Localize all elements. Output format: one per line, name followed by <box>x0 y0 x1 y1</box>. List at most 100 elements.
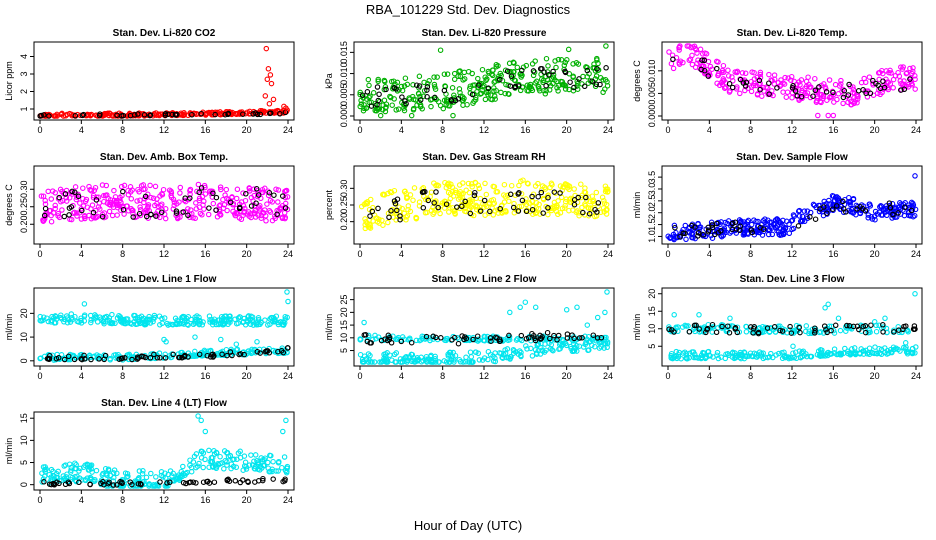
x-tick-label: 8 <box>748 125 753 135</box>
data-point <box>482 180 488 187</box>
accent-point <box>153 213 159 219</box>
data-point <box>382 108 389 115</box>
data-point <box>510 346 517 353</box>
accent-point <box>701 67 708 74</box>
data-point <box>458 191 465 197</box>
data-point <box>564 57 570 63</box>
data-point <box>200 464 206 471</box>
accent-point <box>433 334 439 341</box>
data-point <box>800 348 807 354</box>
data-point <box>703 51 710 57</box>
x-tick-label: 16 <box>828 125 838 135</box>
accent-point <box>193 480 199 486</box>
y-tick-label: 10 <box>19 332 29 342</box>
data-point <box>599 194 606 201</box>
data-point <box>585 333 592 340</box>
accent-point <box>912 326 918 332</box>
accent-point <box>41 212 48 219</box>
panel-8: Stan. Dev. Line 2 Flow 0 4 8 12 16 20 24 5 10 15 20… <box>324 274 615 381</box>
accent-point <box>127 112 134 119</box>
data-point <box>831 346 838 352</box>
data-point <box>514 64 521 71</box>
data-point <box>748 88 755 95</box>
data-point <box>451 70 458 77</box>
data-point <box>543 87 549 94</box>
accent-point <box>844 322 850 329</box>
data-point <box>874 350 880 357</box>
data-point <box>265 66 272 72</box>
panel-3: Stan. Dev. Li-820 Temp.0 4 8 12 16 20 240.0000… <box>632 28 923 135</box>
data-point <box>188 207 194 213</box>
accent-point <box>114 482 120 488</box>
accent-point <box>705 224 711 231</box>
data-point <box>377 359 383 365</box>
data-point <box>58 316 65 322</box>
data-point <box>72 184 79 190</box>
accent-point <box>525 335 532 341</box>
accent-point <box>361 332 368 338</box>
accent-point <box>137 480 144 487</box>
data-point <box>484 76 490 82</box>
data-point <box>259 189 265 196</box>
accent-point <box>376 91 382 98</box>
data-point <box>80 185 86 191</box>
data-point <box>219 348 226 355</box>
accent-point <box>263 348 270 354</box>
data-point <box>94 194 100 201</box>
accent-point <box>154 355 161 361</box>
data-point <box>220 196 226 203</box>
data-point <box>214 450 220 456</box>
accent-point <box>87 481 93 488</box>
y-tick-label: 20 <box>19 308 29 318</box>
data-point <box>677 58 684 64</box>
accent-point <box>518 332 525 339</box>
accent-point <box>496 338 503 345</box>
data-point <box>248 452 254 458</box>
data-point <box>203 111 209 117</box>
accent-point <box>245 478 251 485</box>
accent-point <box>877 85 884 92</box>
x-tick-label: 0 <box>665 371 670 381</box>
data-point <box>671 312 677 318</box>
data-point <box>277 206 284 213</box>
y-tick-label: 0.015 <box>339 41 349 64</box>
data-point <box>799 87 805 94</box>
data-point <box>888 70 894 76</box>
accent-point <box>774 85 780 91</box>
data-point <box>682 349 688 355</box>
data-point <box>164 320 170 327</box>
data-point <box>767 219 773 226</box>
data-point <box>281 454 288 460</box>
data-point <box>781 81 788 87</box>
data-point <box>285 298 291 305</box>
data-point <box>786 355 792 362</box>
data-point <box>570 73 576 79</box>
accent-point <box>116 356 122 362</box>
accent-point <box>862 329 869 336</box>
data-point <box>264 76 271 83</box>
accent-point <box>714 65 720 72</box>
data-point <box>882 209 889 215</box>
data-point <box>897 78 904 84</box>
data-point <box>900 201 907 208</box>
accent-point <box>53 479 60 486</box>
data-point <box>507 356 513 362</box>
accent-point <box>364 89 371 95</box>
accent-point <box>788 330 795 336</box>
data-point <box>590 197 597 204</box>
x-tick-label: 24 <box>603 125 613 135</box>
accent-point <box>817 206 823 212</box>
data-point <box>778 232 785 238</box>
accent-point <box>474 333 481 339</box>
data-point <box>567 199 574 205</box>
accent-point <box>97 111 103 117</box>
data-point <box>210 321 216 328</box>
data-point <box>892 73 899 79</box>
data-point <box>48 466 55 473</box>
data-point <box>497 70 504 77</box>
data-point <box>145 316 151 323</box>
data-point <box>179 473 185 480</box>
data-point <box>727 230 733 236</box>
x-tick-label: 0 <box>37 249 42 259</box>
accent-point <box>729 84 736 91</box>
